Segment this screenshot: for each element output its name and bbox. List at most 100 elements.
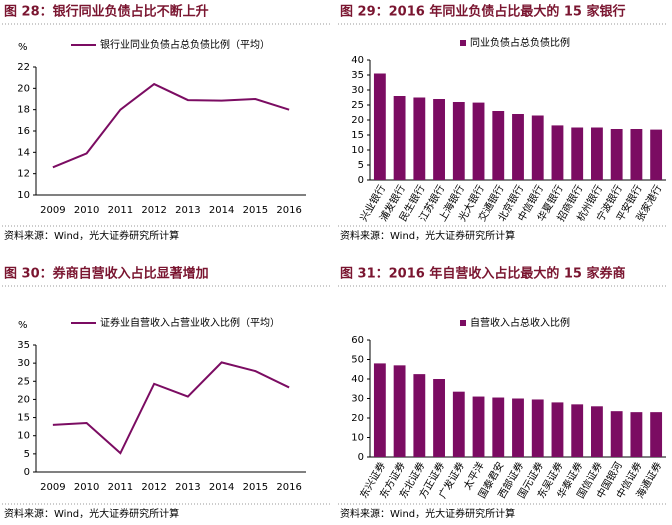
bar — [551, 125, 564, 180]
y-tick-label: 35 — [351, 70, 364, 81]
legend-label: 银行业同业负债占总负债比例（平均） — [100, 38, 270, 51]
x-tick-label: 2014 — [209, 205, 234, 216]
x-tick-label: 2013 — [175, 205, 200, 216]
bar — [393, 365, 406, 457]
series-line — [52, 361, 290, 455]
bar — [373, 363, 386, 457]
x-tick-label: 2011 — [108, 482, 133, 493]
x-tick-label: 2012 — [141, 205, 166, 216]
y-tick-label: 0 — [358, 452, 364, 463]
bar — [393, 96, 406, 180]
x-tick-label: 2015 — [243, 205, 268, 216]
source-note: 资料来源：Wind，光大证券研究所计算 — [340, 229, 515, 242]
x-tick-label: 2010 — [74, 205, 99, 216]
bar — [591, 406, 603, 457]
y-tick-label: 30 — [17, 358, 30, 369]
y-tick-label: 25 — [17, 376, 30, 387]
bar — [452, 391, 465, 457]
bar — [610, 129, 623, 180]
bar — [591, 127, 603, 180]
bar — [531, 399, 544, 457]
y-tick-label: 0 — [24, 467, 30, 478]
y-tick-label: 20 — [17, 83, 30, 94]
x-tick-label: 2014 — [209, 482, 234, 493]
y-tick-label: 35 — [17, 340, 30, 351]
x-tick-label: 2011 — [108, 205, 133, 216]
y-tick-label: 14 — [17, 147, 30, 158]
y-axis-label: % — [18, 42, 28, 53]
chart-title: 图 30：券商自营收入占比显著增加 — [4, 266, 209, 282]
x-tick-label: 2009 — [40, 482, 65, 493]
y-tick-label: 20 — [351, 413, 364, 424]
bar — [433, 379, 445, 457]
y-axis-label: % — [18, 320, 28, 331]
bar — [492, 397, 505, 457]
y-tick-label: 16 — [17, 126, 30, 137]
y-tick-label: 20 — [17, 394, 30, 405]
y-tick-label: 22 — [17, 62, 30, 73]
y-tick-label: 60 — [351, 335, 364, 346]
bar — [472, 102, 485, 180]
bar — [512, 398, 524, 457]
y-tick-label: 40 — [351, 374, 364, 385]
x-tick-label: 2012 — [141, 482, 166, 493]
x-tick-label: 2015 — [243, 482, 268, 493]
x-tick-label: 2016 — [276, 482, 301, 493]
y-tick-label: 40 — [351, 55, 364, 66]
source-note: 资料来源：Wind，光大证券研究所计算 — [4, 507, 179, 520]
y-tick-label: 30 — [351, 85, 364, 96]
bar — [630, 129, 643, 180]
y-tick-label: 0 — [358, 175, 364, 186]
bar — [571, 404, 584, 457]
bar — [630, 412, 643, 457]
source-note: 资料来源：Wind，光大证券研究所计算 — [340, 507, 515, 520]
bar — [413, 97, 426, 180]
chart-panel: 图 31：2016 年自营收入占比最大的 15 家券商资料来源：Wind，光大证… — [338, 266, 666, 520]
y-tick-label: 25 — [351, 100, 364, 111]
legend-swatch — [460, 320, 466, 326]
bar — [472, 396, 485, 457]
y-tick-label: 10 — [351, 433, 364, 444]
bar — [531, 115, 544, 180]
x-tick-label: 2013 — [175, 482, 200, 493]
bar — [551, 402, 564, 457]
y-tick-label: 15 — [17, 413, 30, 424]
y-tick-label: 10 — [17, 190, 30, 201]
y-tick-label: 20 — [351, 115, 364, 126]
bar — [452, 102, 465, 180]
bar — [512, 114, 524, 180]
bar — [571, 127, 584, 180]
y-tick-label: 12 — [17, 169, 30, 180]
bar — [433, 99, 445, 180]
bar — [650, 129, 663, 180]
source-note: 资料来源：Wind，光大证券研究所计算 — [4, 229, 179, 242]
legend-label: 自营收入占总收入比例 — [470, 316, 570, 329]
y-tick-label: 5 — [358, 160, 364, 171]
y-tick-label: 10 — [17, 431, 30, 442]
chart-title: 图 28：银行同业负债占比不断上升 — [4, 4, 209, 20]
y-tick-label: 30 — [351, 394, 364, 405]
y-tick-label: 15 — [351, 130, 364, 141]
chart-title: 图 31：2016 年自营收入占比最大的 15 家券商 — [340, 266, 625, 282]
y-tick-label: 10 — [351, 145, 364, 156]
x-tick-label: 2009 — [40, 205, 65, 216]
y-tick-label: 50 — [351, 355, 364, 366]
bar — [373, 73, 386, 180]
legend-label: 同业负债占总负债比例 — [470, 36, 570, 49]
legend-label: 证券业自营收入占营业收入比例（平均） — [100, 316, 280, 329]
y-tick-label: 18 — [17, 105, 30, 116]
legend-swatch — [460, 40, 466, 46]
bar — [650, 412, 663, 457]
bar — [492, 111, 505, 180]
chart-title: 图 29：2016 年同业负债占比最大的 15 家银行 — [340, 4, 625, 20]
series-line — [52, 82, 290, 169]
bar — [610, 411, 623, 457]
x-tick-label: 2016 — [276, 205, 301, 216]
x-tick-label: 2010 — [74, 482, 99, 493]
chart-panel: 图 29：2016 年同业负债占比最大的 15 家银行资料来源：Wind，光大证… — [338, 4, 666, 242]
bar — [413, 374, 426, 457]
y-tick-label: 5 — [24, 449, 30, 460]
